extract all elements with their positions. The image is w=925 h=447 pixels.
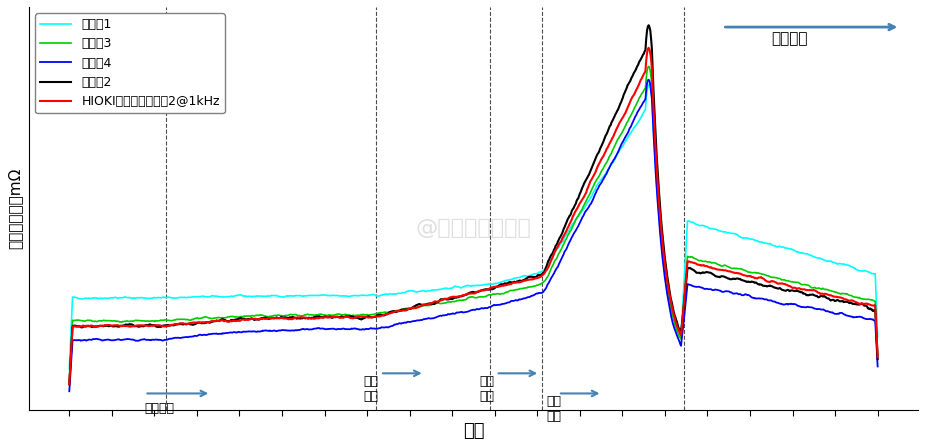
HIOKI日置内阻仪测片2@1kHz bbox=[390, 309, 401, 314]
端板片4 bbox=[420, 316, 431, 321]
端板片4 bbox=[643, 77, 654, 82]
中间片3 bbox=[709, 260, 721, 266]
Y-axis label: 单片高频阻抗mΩ: 单片高频阻抗mΩ bbox=[7, 168, 22, 249]
中间片3 bbox=[619, 126, 630, 131]
Line: 中间片2: 中间片2 bbox=[69, 25, 878, 384]
HIOKI日置内阻仪测片2@1kHz bbox=[695, 263, 706, 268]
端板片4 bbox=[619, 136, 630, 141]
X-axis label: 时间: 时间 bbox=[462, 422, 484, 440]
Line: 中间片1: 中间片1 bbox=[69, 84, 878, 370]
Text: 快速增湿: 快速增湿 bbox=[771, 32, 808, 46]
端板片4 bbox=[695, 285, 706, 290]
Text: 改变
条件: 改变 条件 bbox=[364, 375, 378, 403]
Line: 端板片4: 端板片4 bbox=[69, 80, 878, 391]
HIOKI日置内阻仪测片2@1kHz bbox=[146, 323, 157, 329]
端板片4 bbox=[872, 364, 883, 369]
中间片2 bbox=[872, 356, 883, 362]
端板片4 bbox=[709, 287, 721, 292]
中间片1 bbox=[872, 334, 883, 339]
中间片3 bbox=[64, 379, 75, 384]
中间片1 bbox=[420, 288, 431, 294]
中间片1 bbox=[64, 367, 75, 372]
中间片3 bbox=[872, 352, 883, 358]
中间片1 bbox=[390, 291, 401, 297]
HIOKI日置内阻仪测片2@1kHz bbox=[872, 354, 883, 359]
中间片3 bbox=[695, 258, 706, 263]
端板片4 bbox=[146, 337, 157, 342]
中间片1 bbox=[695, 223, 706, 228]
中间片3 bbox=[390, 308, 401, 313]
中间片2 bbox=[420, 302, 431, 307]
HIOKI日置内阻仪测片2@1kHz bbox=[64, 381, 75, 387]
中间片2 bbox=[64, 382, 75, 387]
Text: 带载吹扫: 带载吹扫 bbox=[144, 401, 175, 414]
HIOKI日置内阻仪测片2@1kHz bbox=[709, 266, 721, 271]
端板片4 bbox=[390, 322, 401, 327]
中间片2 bbox=[390, 309, 401, 314]
Text: 改变
条件: 改变 条件 bbox=[546, 396, 561, 423]
中间片2 bbox=[643, 22, 654, 28]
中间片2 bbox=[695, 271, 706, 276]
中间片2 bbox=[619, 91, 630, 96]
中间片3 bbox=[420, 303, 431, 308]
中间片1 bbox=[644, 82, 655, 87]
中间片1 bbox=[146, 295, 157, 301]
中间片1 bbox=[709, 227, 721, 232]
中间片2 bbox=[146, 322, 157, 328]
Line: HIOKI日置内阻仪测片2@1kHz: HIOKI日置内阻仪测片2@1kHz bbox=[69, 48, 878, 384]
HIOKI日置内阻仪测片2@1kHz bbox=[619, 112, 630, 117]
HIOKI日置内阻仪测片2@1kHz bbox=[643, 45, 654, 51]
中间片3 bbox=[643, 64, 654, 69]
Text: @燃料电池那些货: @燃料电池那些货 bbox=[415, 219, 531, 238]
端板片4 bbox=[64, 388, 75, 394]
Legend: 中间片1, 中间片3, 端板片4, 中间片2, HIOKI日置内阻仪测片2@1kHz: 中间片1, 中间片3, 端板片4, 中间片2, HIOKI日置内阻仪测片2@1k… bbox=[35, 13, 225, 113]
中间片2 bbox=[709, 273, 721, 278]
Line: 中间片3: 中间片3 bbox=[69, 67, 878, 381]
中间片3 bbox=[146, 318, 157, 324]
Text: 改变
条件: 改变 条件 bbox=[479, 375, 494, 403]
中间片1 bbox=[619, 140, 630, 146]
HIOKI日置内阻仪测片2@1kHz bbox=[420, 302, 431, 307]
